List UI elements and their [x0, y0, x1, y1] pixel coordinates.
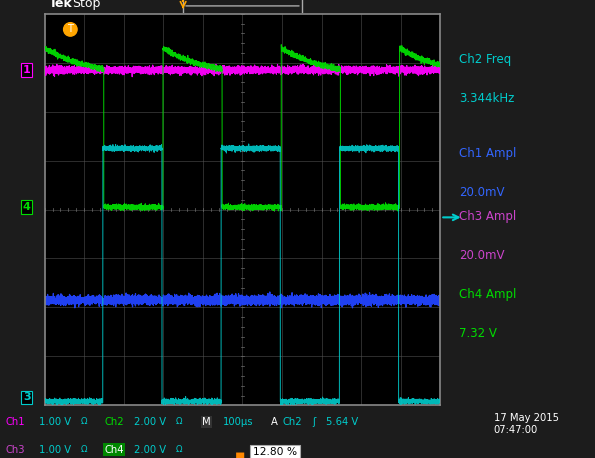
Text: 1: 1 — [23, 65, 31, 75]
Text: 1.00 V: 1.00 V — [39, 445, 71, 455]
Text: Ch4: Ch4 — [104, 445, 124, 455]
Text: 17 May 2015
07:47:00: 17 May 2015 07:47:00 — [494, 413, 559, 435]
Text: 4: 4 — [23, 202, 31, 212]
Text: Ω: Ω — [80, 417, 87, 426]
Text: 20.0mV: 20.0mV — [459, 186, 505, 199]
Text: Ch1: Ch1 — [6, 417, 26, 427]
Text: A: A — [271, 417, 278, 427]
Text: T: T — [179, 0, 187, 4]
Text: Ch4 Ampl: Ch4 Ampl — [459, 288, 516, 301]
Text: Ch2: Ch2 — [104, 417, 124, 427]
Text: ʃ: ʃ — [312, 417, 316, 427]
Text: Stop: Stop — [73, 0, 101, 10]
Text: 2.00 V: 2.00 V — [134, 417, 166, 427]
Text: M: M — [202, 417, 211, 427]
Text: Ch2 Freq: Ch2 Freq — [459, 53, 511, 66]
Text: 3.344kHz: 3.344kHz — [459, 92, 514, 105]
Text: 1.00 V: 1.00 V — [39, 417, 71, 427]
Text: Ch3 Ampl: Ch3 Ampl — [459, 210, 516, 223]
Text: Ch3: Ch3 — [6, 445, 26, 455]
Text: 100μs: 100μs — [223, 417, 253, 427]
Text: ◼: ◼ — [235, 450, 245, 458]
Text: Tek: Tek — [49, 0, 73, 10]
Text: Ch2: Ch2 — [283, 417, 302, 427]
Text: 12.80 %: 12.80 % — [253, 447, 297, 458]
Text: 5.64 V: 5.64 V — [326, 417, 358, 427]
Text: Ω: Ω — [176, 445, 182, 454]
Text: Ω: Ω — [176, 417, 182, 426]
Text: Ω: Ω — [80, 445, 87, 454]
Text: 3: 3 — [23, 393, 30, 403]
Text: Ch1 Ampl: Ch1 Ampl — [459, 147, 516, 160]
Text: 2.00 V: 2.00 V — [134, 445, 166, 455]
Text: 7.32 V: 7.32 V — [459, 327, 497, 340]
Text: 20.0mV: 20.0mV — [459, 249, 505, 262]
Text: T: T — [67, 24, 73, 34]
